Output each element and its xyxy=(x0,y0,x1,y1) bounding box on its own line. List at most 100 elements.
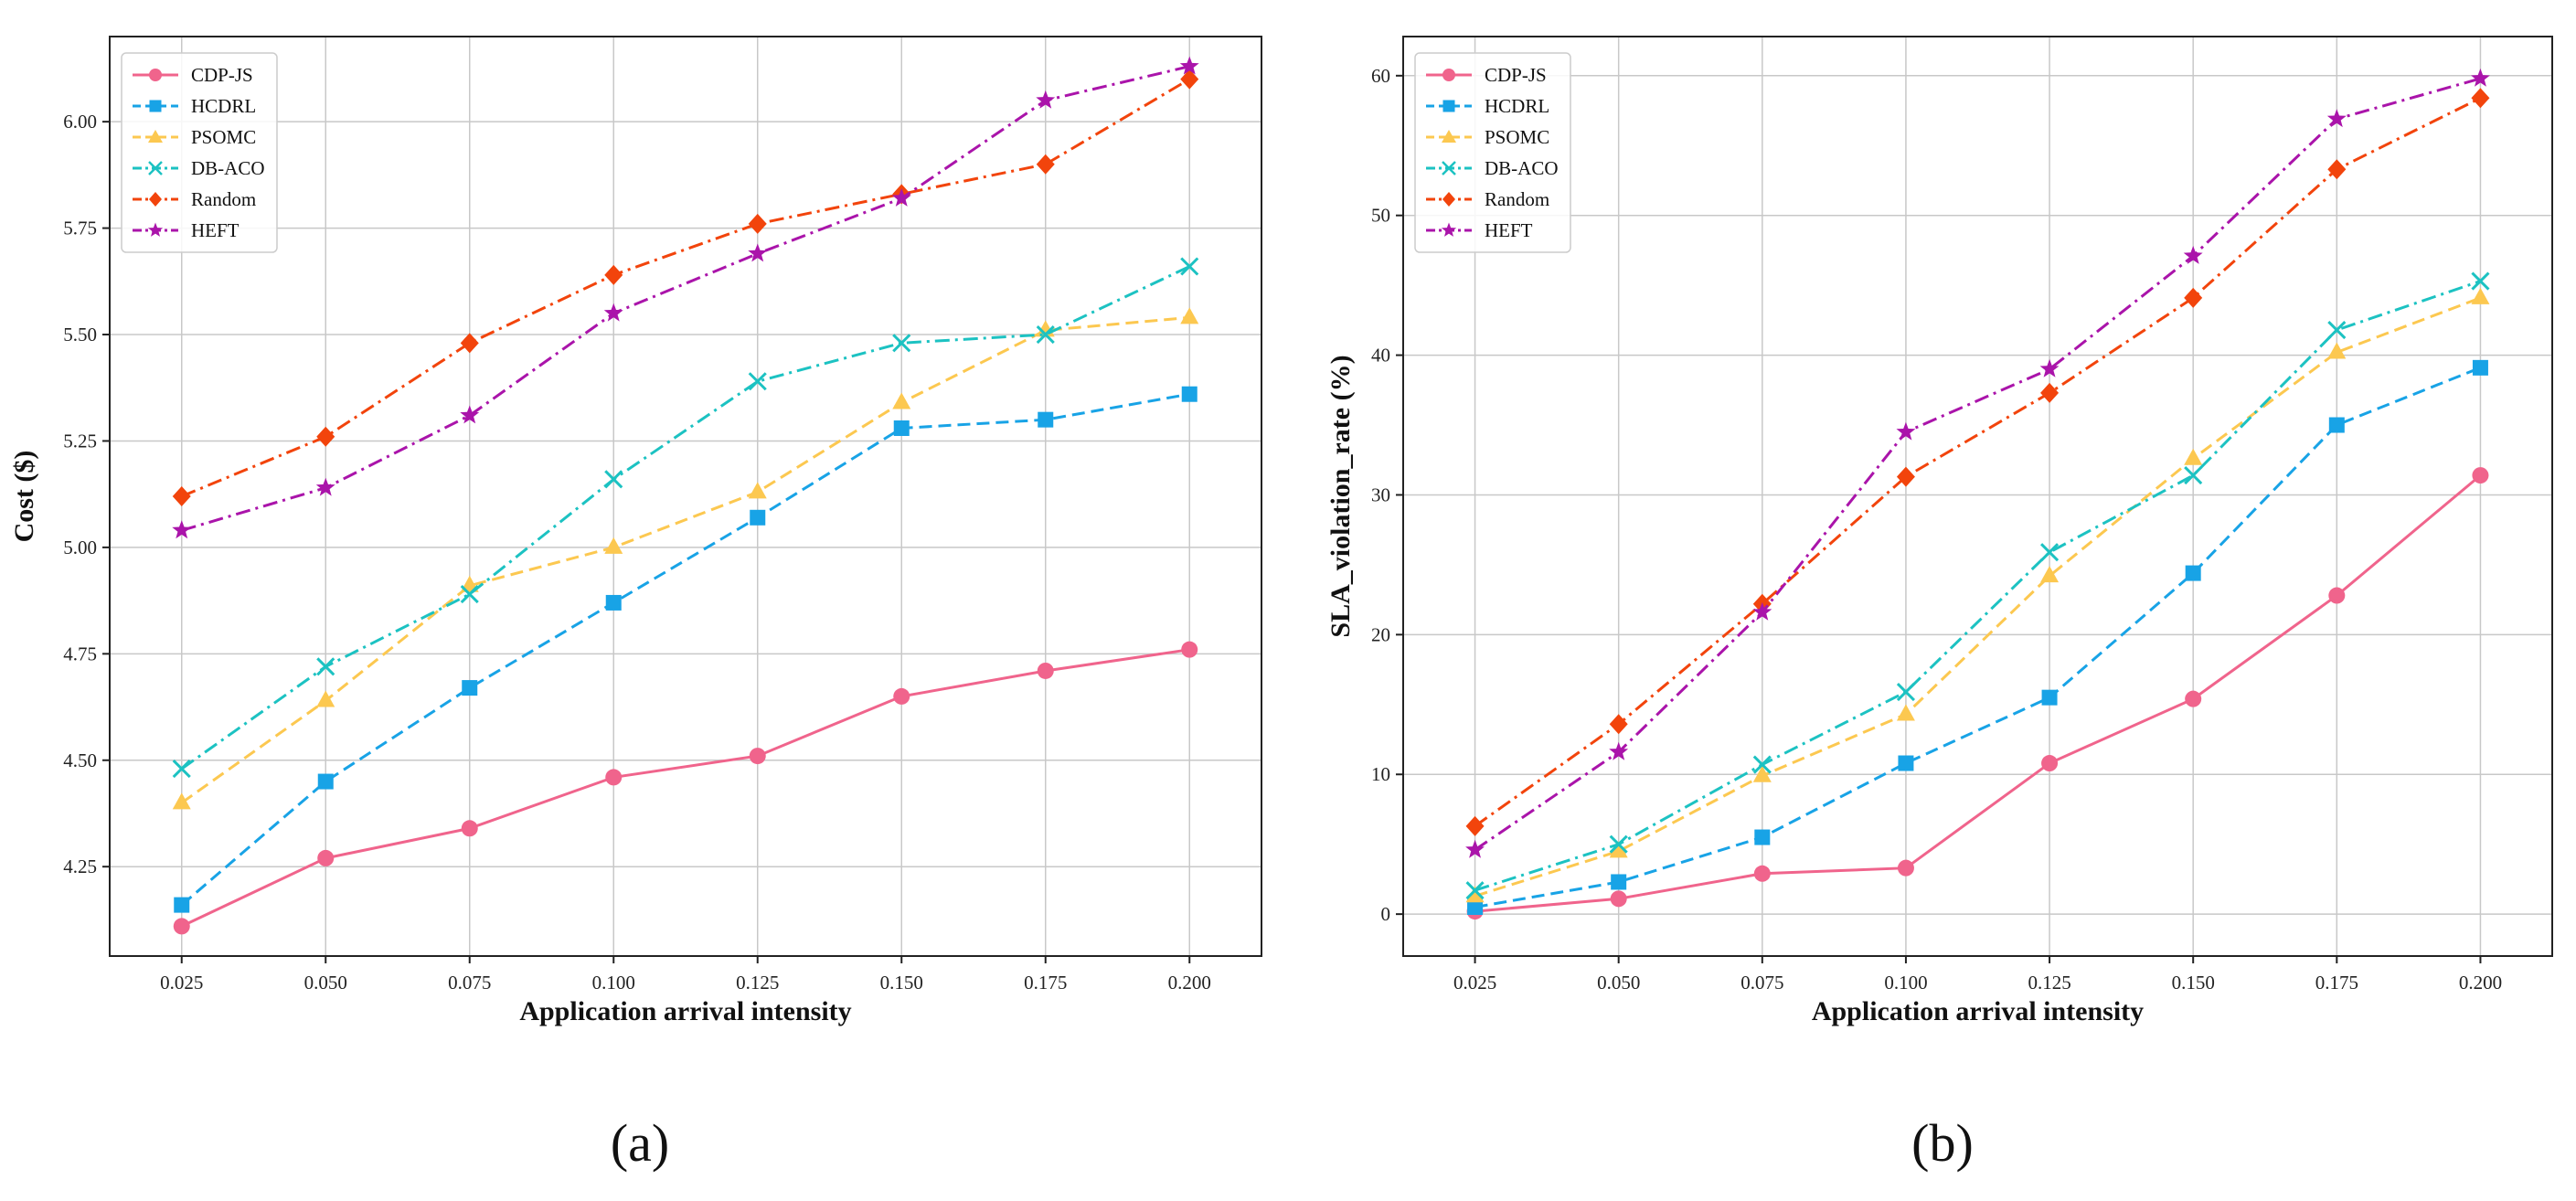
data-point xyxy=(1179,56,1199,75)
data-point xyxy=(1180,307,1199,324)
legend-item-hcdrl: HCDRL xyxy=(133,95,256,117)
legend-label: Random xyxy=(1485,188,1549,210)
legend-item-hcdrl: HCDRL xyxy=(1426,95,1549,117)
x-tick-label: 0.050 xyxy=(1597,972,1640,994)
data-point xyxy=(1752,765,1772,782)
legend-label: Random xyxy=(191,188,256,210)
data-point xyxy=(1465,815,1485,836)
chart-a-legend: CDP-JS HCDRL PSOMC DB-ACO Random HEFT xyxy=(121,52,278,253)
data-point xyxy=(1752,755,1772,774)
data-point xyxy=(1465,881,1485,900)
data-point xyxy=(1611,874,1627,890)
legend-marker xyxy=(148,130,163,143)
legend-label: HCDRL xyxy=(191,95,256,117)
data-point xyxy=(460,405,480,424)
chart-a-panel-label: (a) xyxy=(611,1113,669,1173)
chart-a-y-axis-title: Cost ($) xyxy=(9,451,39,543)
x-tick-label: 0.125 xyxy=(736,972,779,994)
data-point xyxy=(604,264,623,285)
legend-item-psomc: PSOMC xyxy=(1426,126,1549,148)
data-point xyxy=(172,486,191,506)
chart-b-series-heft xyxy=(1465,68,2490,858)
data-point xyxy=(2040,566,2060,583)
data-point xyxy=(604,470,623,489)
x-tick-label: 0.050 xyxy=(304,972,347,994)
legend-marker xyxy=(149,69,162,81)
data-point xyxy=(892,334,911,353)
data-point xyxy=(2471,88,2490,109)
data-point xyxy=(2326,109,2347,128)
y-tick-label: 4.50 xyxy=(63,749,97,771)
chart-a: 0.025 0.050 0.075 0.100 0.125 0.150 0.175 0.200… xyxy=(9,36,1262,1173)
chart-a-series-db-aco xyxy=(172,257,1199,779)
x-tick-label: 0.025 xyxy=(160,972,203,994)
data-point xyxy=(461,820,478,837)
y-tick-label: 5.50 xyxy=(63,324,97,345)
legend-marker xyxy=(1442,100,1455,112)
legend-marker xyxy=(1442,192,1455,207)
data-point xyxy=(172,520,192,539)
y-tick-label: 50 xyxy=(1371,205,1390,227)
series-line xyxy=(181,65,1190,532)
data-point xyxy=(460,585,479,604)
x-tick-label: 0.175 xyxy=(1024,972,1067,994)
data-point xyxy=(891,188,911,207)
series-line xyxy=(180,392,1190,907)
legend-item-db-aco: DB-ACO xyxy=(133,157,265,179)
legend-marker xyxy=(1442,161,1456,175)
data-point xyxy=(2471,68,2490,87)
data-point xyxy=(2041,755,2059,772)
x-tick-label: 0.025 xyxy=(1453,972,1496,994)
data-point xyxy=(1038,411,1054,428)
legend-item-heft: HEFT xyxy=(1426,219,1533,241)
chart-a-series-psomc xyxy=(172,307,1199,810)
legend-item-db-aco: DB-ACO xyxy=(1426,157,1559,179)
x-tick-label: 0.150 xyxy=(880,972,923,994)
legend-item-random: Random xyxy=(133,188,256,210)
x-tick-label: 0.200 xyxy=(1168,972,1211,994)
data-point xyxy=(316,690,335,707)
data-point xyxy=(2327,342,2347,359)
data-point xyxy=(2184,466,2203,485)
legend-marker xyxy=(1442,130,1456,143)
data-point xyxy=(1180,69,1199,90)
y-tick-label: 40 xyxy=(1371,345,1390,367)
chart-a-axes-frame xyxy=(109,36,1262,957)
data-point xyxy=(2328,587,2346,604)
series-line xyxy=(180,265,1190,771)
data-point xyxy=(2472,359,2488,376)
data-point xyxy=(1754,829,1771,845)
series-line xyxy=(1474,96,2482,828)
series-line xyxy=(1474,366,2481,909)
legend-label: PSOMC xyxy=(191,126,256,148)
data-point xyxy=(460,333,479,354)
chart-b-series-hcdrl xyxy=(1467,359,2488,915)
data-point xyxy=(1609,841,1628,858)
legend-item-cdp-js: CDP-JS xyxy=(133,64,253,86)
x-tick-label: 0.175 xyxy=(2315,972,2358,994)
legend-marker xyxy=(149,100,162,112)
data-point xyxy=(605,594,622,611)
legend-marker xyxy=(147,222,164,237)
x-tick-label: 0.100 xyxy=(1884,972,1927,994)
y-tick-label: 4.25 xyxy=(63,856,97,877)
legend-label: HEFT xyxy=(191,219,240,241)
y-tick-label: 5.25 xyxy=(63,430,97,452)
data-point xyxy=(317,849,335,866)
data-point xyxy=(748,372,767,391)
series-line xyxy=(1474,280,2481,892)
y-tick-label: 5.00 xyxy=(63,537,97,558)
data-point xyxy=(1465,886,1485,903)
chart-a-series-hcdrl xyxy=(174,386,1198,913)
data-point xyxy=(749,748,766,765)
legend-item-psomc: PSOMC xyxy=(133,126,256,148)
data-point xyxy=(2183,246,2203,264)
data-point xyxy=(1896,682,1915,702)
legend-item-heft: HEFT xyxy=(133,219,240,241)
data-point xyxy=(748,213,767,234)
y-tick-label: 20 xyxy=(1371,623,1390,645)
chart-a-series-cdp-js xyxy=(173,641,1198,935)
data-point xyxy=(893,420,910,436)
